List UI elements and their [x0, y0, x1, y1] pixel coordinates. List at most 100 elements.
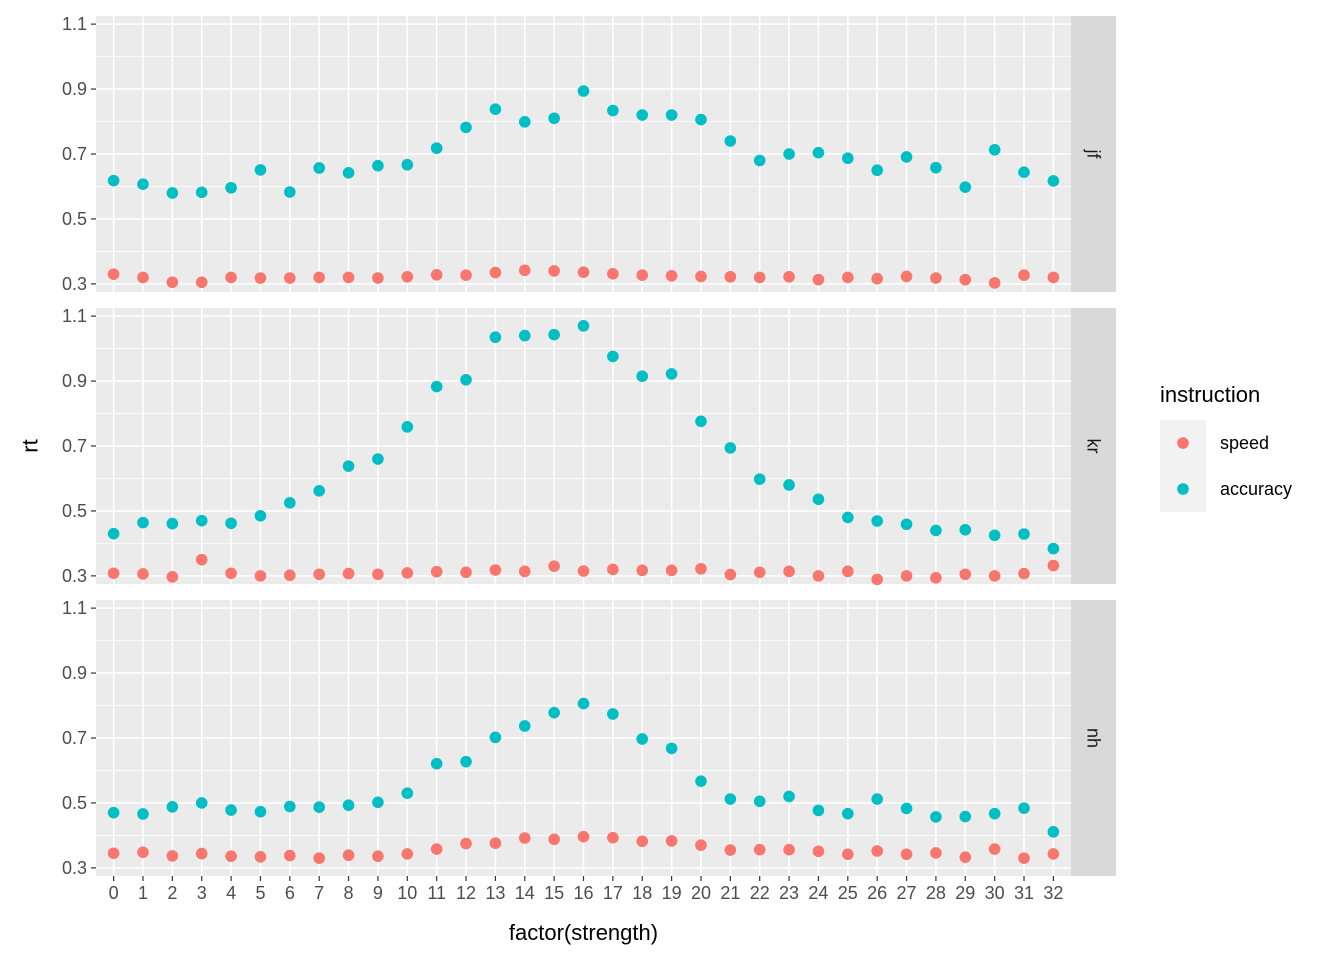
series-accuracy [107, 85, 1060, 199]
data-point [577, 320, 590, 332]
data-point [577, 266, 590, 278]
x-tick-label: 7 [314, 883, 324, 903]
data-point [166, 801, 179, 813]
data-point [871, 845, 883, 857]
data-point [166, 571, 179, 583]
data-point [812, 146, 825, 159]
data-point [665, 269, 678, 282]
x-tick-label: 31 [1014, 883, 1034, 903]
data-point [460, 121, 472, 134]
data-point [195, 553, 208, 566]
data-point [460, 755, 472, 768]
data-point [607, 831, 619, 844]
x-axis-title: factor(strength) [509, 920, 658, 945]
facet-strip [1071, 600, 1116, 876]
data-point [430, 843, 443, 855]
data-point [548, 265, 560, 277]
data-point [665, 835, 678, 847]
x-tick-label: 10 [397, 883, 417, 903]
data-point [489, 331, 502, 344]
facet-strip-label: nh [1084, 728, 1104, 748]
data-point [284, 497, 296, 509]
series-speed [107, 830, 1060, 864]
x-tick-label: 23 [779, 883, 799, 903]
legend-label: accuracy [1220, 479, 1292, 499]
y-tick-label: 1.1 [62, 306, 87, 326]
x-tick-label: 20 [691, 883, 711, 903]
facet-panels: jf kr nh [96, 16, 1116, 876]
x-tick-label: 30 [985, 883, 1005, 903]
legend-entry-speed: speed [1160, 420, 1269, 466]
series-accuracy [107, 697, 1060, 838]
data-point [871, 272, 883, 285]
legend-title: instruction [1160, 382, 1260, 407]
data-point [518, 832, 531, 844]
data-point [137, 516, 149, 529]
data-point [460, 566, 472, 579]
x-tick-label: 26 [867, 883, 887, 903]
data-point [871, 164, 883, 177]
data-point [753, 843, 766, 856]
x-tick-label: 8 [344, 883, 354, 903]
data-point [284, 272, 296, 284]
data-point [460, 269, 472, 281]
data-point [959, 568, 972, 581]
data-point [548, 328, 560, 341]
data-point [636, 564, 649, 577]
data-point [195, 797, 208, 809]
data-point [577, 565, 590, 577]
data-point [1047, 542, 1060, 555]
data-point [783, 843, 795, 856]
data-point [812, 570, 825, 582]
data-point [753, 566, 766, 579]
x-tick-label: 15 [544, 883, 564, 903]
data-point [1047, 175, 1060, 187]
data-point [313, 271, 325, 284]
x-tick-label: 24 [808, 883, 828, 903]
data-point [342, 567, 355, 580]
data-point [518, 720, 531, 732]
data-point [372, 796, 384, 809]
data-point [372, 453, 384, 465]
x-tick-label: 3 [197, 883, 207, 903]
data-point [137, 271, 149, 284]
y-tick-label: 0.3 [62, 274, 87, 294]
x-tick-label: 25 [838, 883, 858, 903]
y-tick-label: 0.9 [62, 79, 87, 99]
data-point [900, 151, 913, 163]
data-point [166, 517, 179, 530]
data-point [1018, 166, 1030, 178]
x-tick-label: 0 [109, 883, 119, 903]
data-point [900, 802, 913, 815]
data-point [959, 273, 972, 286]
data-point [342, 799, 355, 812]
data-point [665, 742, 678, 755]
legend-label: speed [1220, 433, 1269, 453]
facet-strip [1071, 308, 1116, 584]
data-point [959, 181, 972, 193]
data-point [254, 805, 267, 818]
x-tick-label: 16 [573, 883, 593, 903]
y-tick-label: 0.5 [62, 501, 87, 521]
x-tick-label: 1 [138, 883, 148, 903]
data-point [430, 380, 443, 393]
y-tick-label: 1.1 [62, 598, 87, 618]
data-point [166, 850, 179, 862]
data-point [313, 801, 325, 813]
data-point [607, 708, 619, 720]
data-point [254, 570, 267, 582]
x-tick-label: 2 [167, 883, 177, 903]
data-point [460, 837, 472, 850]
data-point [842, 848, 854, 861]
data-point [930, 811, 942, 823]
data-point [1047, 826, 1060, 838]
data-point [577, 830, 590, 843]
legend: instruction speed accuracy [1160, 382, 1292, 512]
data-point [284, 569, 296, 582]
facet-panel-kr: kr [96, 308, 1116, 586]
data-point [166, 187, 179, 199]
data-point [195, 514, 208, 527]
y-tick-label: 1.1 [62, 14, 87, 34]
data-point [225, 850, 237, 862]
